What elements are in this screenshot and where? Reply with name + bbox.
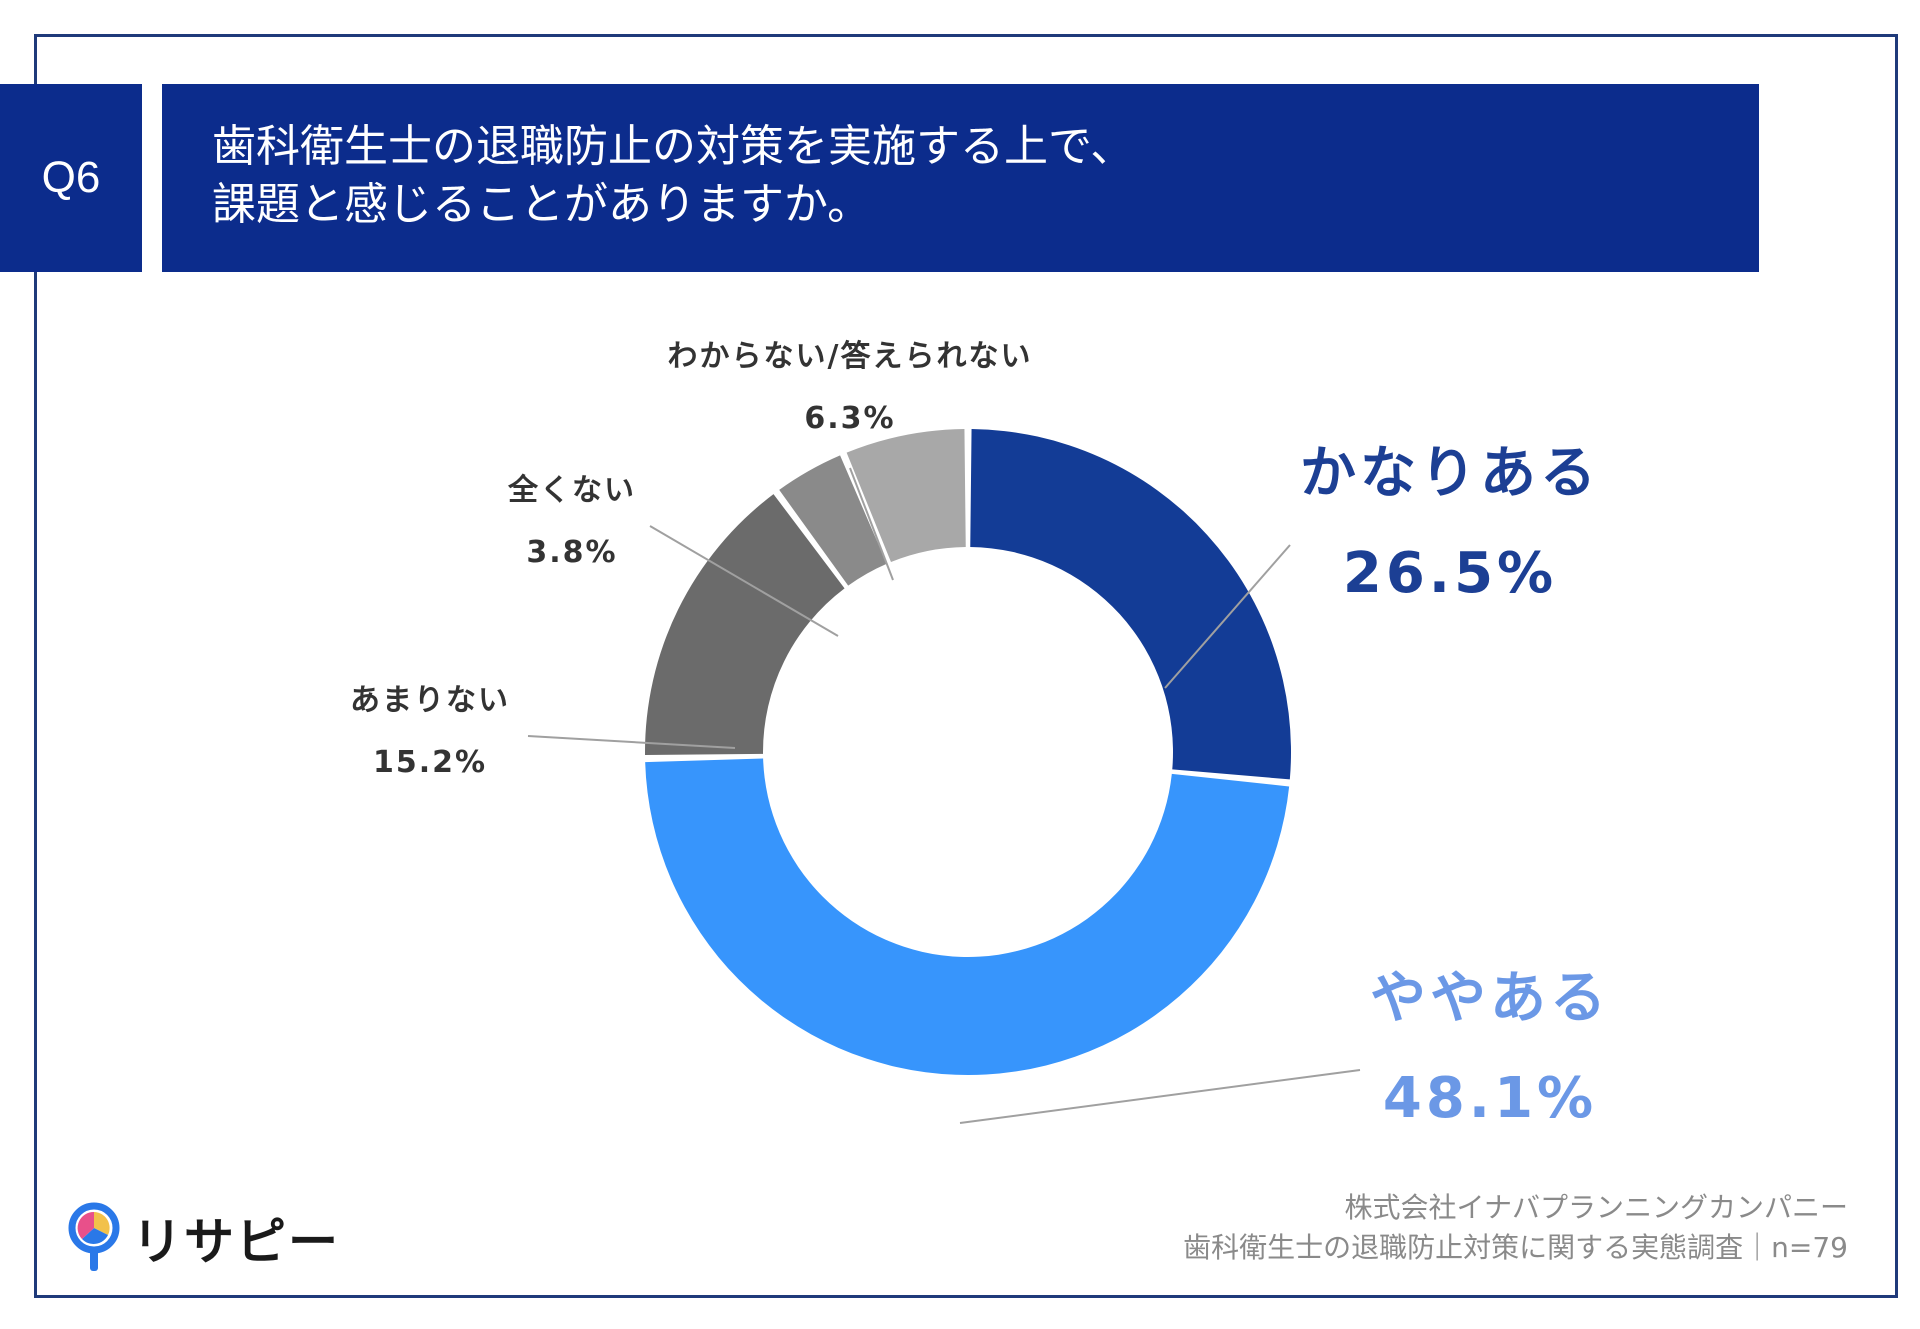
leader-line-1 bbox=[1164, 544, 1291, 689]
question-title-line-1: 歯科衛生士の退職防止の対策を実施する上で、 bbox=[212, 121, 1135, 172]
slice-label-5: わからない/答えられない bbox=[668, 339, 1033, 374]
question-number: Q6 bbox=[41, 153, 101, 202]
logo-text: リサピー bbox=[132, 1213, 340, 1271]
slice-value-5: 6.3% bbox=[804, 401, 895, 436]
slice-label-3: あまりない bbox=[350, 683, 510, 718]
slice-label-4: 全くない bbox=[507, 473, 636, 508]
logo-pin-icon bbox=[68, 1202, 120, 1271]
slice-value-1: 26.5% bbox=[1343, 541, 1557, 606]
donut-slice-4 bbox=[779, 455, 887, 586]
slide-frame bbox=[34, 34, 1898, 1298]
brand-logo: リサピー bbox=[66, 1202, 340, 1273]
question-title-line-2: 課題と感じることがありますか。 bbox=[212, 179, 872, 230]
question-title-box: 歯科衛生士の退職防止の対策を実施する上で、 課題と感じることがありますか。 bbox=[162, 84, 1759, 272]
slice-value-3: 15.2% bbox=[373, 745, 487, 780]
leader-line-3 bbox=[527, 735, 736, 749]
slice-value-4: 3.8% bbox=[526, 535, 617, 570]
question-number-badge: Q6 bbox=[0, 84, 142, 272]
donut-slice-2 bbox=[645, 758, 1290, 1075]
leader-line-5 bbox=[849, 467, 894, 581]
leader-line-4 bbox=[649, 525, 839, 637]
donut-slice-1 bbox=[970, 429, 1291, 780]
source-company: 株式会社イナバプランニングカンパニー bbox=[1344, 1191, 1848, 1224]
source-survey: 歯科衛生士の退職防止対策に関する実態調査｜n=79 bbox=[1183, 1231, 1848, 1264]
slice-label-1: かなりある bbox=[1300, 441, 1600, 506]
leader-line-2 bbox=[959, 1069, 1361, 1124]
source-note: 株式会社イナバプランニングカンパニー 歯科衛生士の退職防止対策に関する実態調査｜… bbox=[1183, 1188, 1848, 1268]
slice-value-2: 48.1% bbox=[1383, 1066, 1597, 1131]
slice-label-2: ややある bbox=[1370, 966, 1610, 1031]
donut-slice-5 bbox=[846, 429, 966, 563]
donut-slice-3 bbox=[645, 494, 845, 756]
